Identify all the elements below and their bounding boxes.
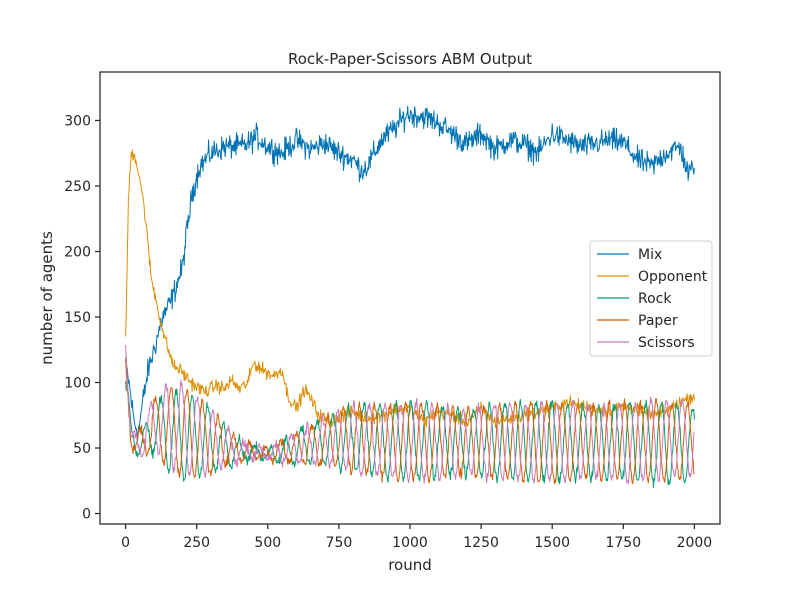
series-line-paper <box>125 359 695 485</box>
x-tick-label: 1750 <box>605 535 641 551</box>
y-axis: 0 50 100 150 200 250 300 <box>64 113 100 523</box>
x-tick-label: 0 <box>121 535 130 551</box>
y-tick-label: 250 <box>64 179 91 195</box>
x-axis: 0 250 500 750 1000 1250 1500 1750 2000 <box>121 524 712 551</box>
x-tick-label: 2000 <box>677 535 713 551</box>
y-tick-label: 150 <box>64 310 91 326</box>
y-tick-label: 50 <box>73 441 91 457</box>
legend-label-scissors: Scissors <box>638 335 695 351</box>
x-tick-label: 1500 <box>534 535 570 551</box>
x-tick-label: 750 <box>326 535 353 551</box>
legend-label-rock: Rock <box>638 291 672 307</box>
x-tick-label: 1250 <box>463 535 499 551</box>
y-tick-label: 200 <box>64 244 91 260</box>
y-tick-label: 300 <box>64 113 91 129</box>
chart-title: Rock-Paper-Scissors ABM Output <box>288 50 532 68</box>
y-tick-label: 100 <box>64 376 91 392</box>
y-tick-label: 0 <box>82 507 91 523</box>
x-tick-label: 1000 <box>392 535 428 551</box>
x-axis-label: round <box>388 556 432 574</box>
series-line-rock <box>125 381 695 489</box>
legend: Mix Opponent Rock Paper Scissors <box>589 240 713 357</box>
legend-label-paper: Paper <box>638 313 678 329</box>
plot-area <box>125 105 695 489</box>
x-tick-label: 500 <box>254 535 281 551</box>
y-axis-label: number of agents <box>38 231 56 365</box>
series-line-scissors <box>125 344 695 485</box>
legend-box <box>589 240 713 357</box>
legend-label-mix: Mix <box>638 247 662 263</box>
legend-label-opponent: Opponent <box>638 269 708 285</box>
series-line-mix <box>125 105 695 442</box>
x-tick-label: 250 <box>183 535 210 551</box>
